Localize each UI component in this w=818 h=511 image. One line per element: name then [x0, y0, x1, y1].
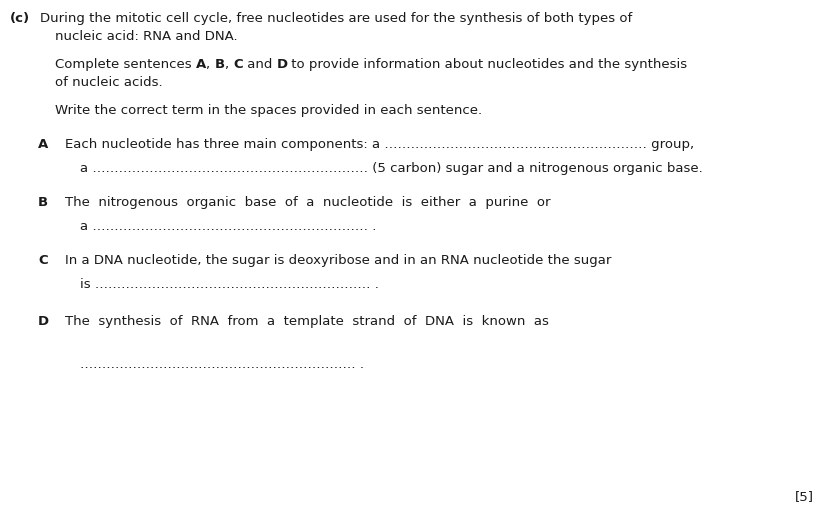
- Text: D: D: [38, 315, 49, 328]
- Text: ,: ,: [206, 58, 214, 71]
- Text: to provide information about nucleotides and the synthesis: to provide information about nucleotides…: [287, 58, 687, 71]
- Text: ……………………………………………………… .: ……………………………………………………… .: [80, 358, 364, 371]
- Text: Write the correct term in the spaces provided in each sentence.: Write the correct term in the spaces pro…: [55, 104, 482, 117]
- Text: C: C: [38, 254, 47, 267]
- Text: B: B: [214, 58, 225, 71]
- Text: D: D: [276, 58, 287, 71]
- Text: of nucleic acids.: of nucleic acids.: [55, 76, 163, 89]
- Text: is ……………………………………………………… .: is ……………………………………………………… .: [80, 278, 379, 291]
- Text: C: C: [233, 58, 243, 71]
- Text: During the mitotic cell cycle, free nucleotides are used for the synthesis of bo: During the mitotic cell cycle, free nucl…: [40, 12, 632, 25]
- Text: and: and: [243, 58, 276, 71]
- Text: a ……………………………………………………… (5 carbon) sugar and a nitrogenous organic base.: a ……………………………………………………… (5 carbon) sugar…: [80, 162, 703, 175]
- Text: a ……………………………………………………… .: a ……………………………………………………… .: [80, 220, 376, 233]
- Text: Complete sentences: Complete sentences: [55, 58, 196, 71]
- Text: A: A: [196, 58, 206, 71]
- Text: B: B: [38, 196, 48, 209]
- Text: Each nucleotide has three main components: a …………………………………………………… group,: Each nucleotide has three main component…: [65, 138, 694, 151]
- Text: The  nitrogenous  organic  base  of  a  nucleotide  is  either  a  purine  or: The nitrogenous organic base of a nucleo…: [65, 196, 551, 209]
- Text: [5]: [5]: [795, 490, 814, 503]
- Text: In a DNA nucleotide, the sugar is deoxyribose and in an RNA nucleotide the sugar: In a DNA nucleotide, the sugar is deoxyr…: [65, 254, 611, 267]
- Text: nucleic acid: RNA and DNA.: nucleic acid: RNA and DNA.: [55, 30, 237, 43]
- Text: A: A: [38, 138, 48, 151]
- Text: The  synthesis  of  RNA  from  a  template  strand  of  DNA  is  known  as: The synthesis of RNA from a template str…: [65, 315, 549, 328]
- Text: ,: ,: [225, 58, 233, 71]
- Text: (c): (c): [10, 12, 30, 25]
